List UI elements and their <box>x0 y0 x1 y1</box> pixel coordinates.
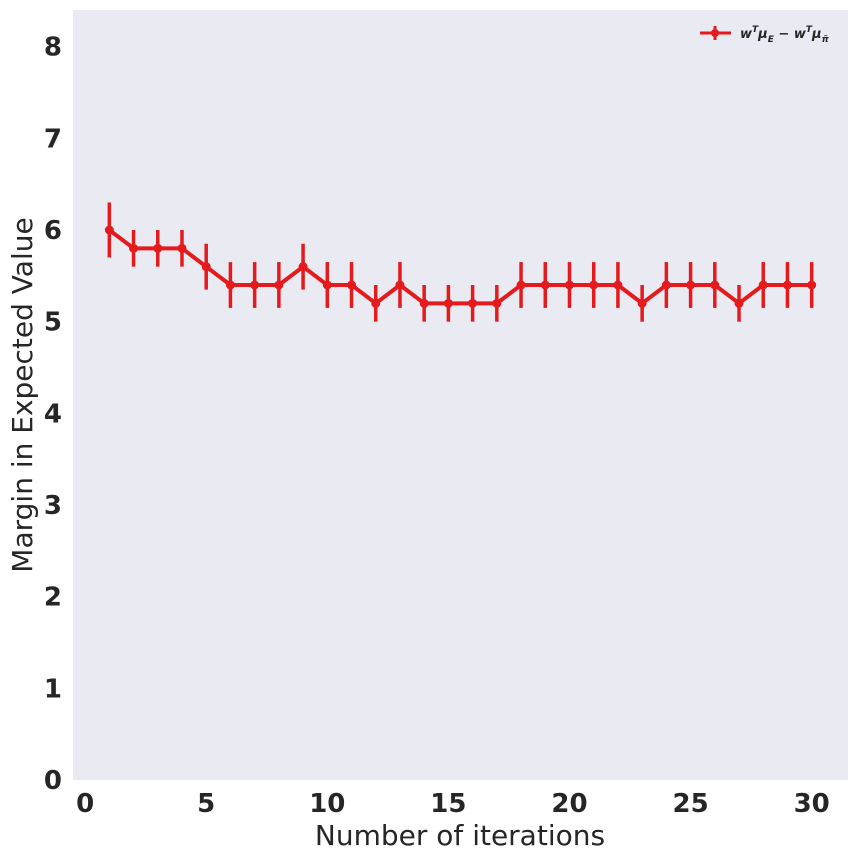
data-point <box>225 280 235 290</box>
data-point <box>468 298 478 308</box>
data-point <box>250 280 260 290</box>
y-axis-label: Margin in Expected Value <box>6 217 39 572</box>
x-tick-label: 25 <box>672 789 708 819</box>
x-tick-label: 30 <box>794 789 830 819</box>
y-tick-label: 5 <box>44 308 62 338</box>
y-tick-label: 1 <box>44 674 62 704</box>
data-point <box>371 298 381 308</box>
data-point <box>443 298 453 308</box>
data-point <box>807 280 817 290</box>
data-point <box>564 280 574 290</box>
data-point <box>492 298 502 308</box>
data-point <box>298 262 308 272</box>
series-layer <box>104 202 817 322</box>
x-tick-label: 0 <box>76 789 94 819</box>
x-tick-label: 20 <box>551 789 587 819</box>
data-point <box>710 280 720 290</box>
data-point <box>322 280 332 290</box>
data-point <box>782 280 792 290</box>
data-point <box>153 243 163 253</box>
y-tick-label: 2 <box>44 583 62 613</box>
x-tick-label: 10 <box>309 789 345 819</box>
data-point <box>758 280 768 290</box>
data-point <box>177 243 187 253</box>
y-tick-label: 8 <box>44 33 62 63</box>
data-point <box>637 298 647 308</box>
y-tick-label: 3 <box>44 491 62 521</box>
x-tick-label: 15 <box>430 789 466 819</box>
x-tick-label: 5 <box>197 789 215 819</box>
data-point <box>129 243 139 253</box>
plot-area <box>73 10 848 780</box>
data-point <box>395 280 405 290</box>
y-tick-label: 7 <box>44 124 62 154</box>
data-point <box>686 280 696 290</box>
data-point <box>661 280 671 290</box>
data-point <box>347 280 357 290</box>
data-point <box>589 280 599 290</box>
x-tick-labels: 0 5 10 15 20 25 30 <box>76 789 830 819</box>
y-tick-labels: 0 1 2 3 4 5 6 7 8 <box>44 33 62 796</box>
data-point <box>613 280 623 290</box>
data-point <box>540 280 550 290</box>
data-point <box>274 280 284 290</box>
y-tick-label: 6 <box>44 216 62 246</box>
data-point <box>516 280 526 290</box>
data-point <box>419 298 429 308</box>
y-tick-label: 0 <box>44 766 62 796</box>
x-axis-label: Number of iterations <box>315 819 605 852</box>
legend-marker <box>711 29 719 37</box>
data-point <box>201 262 211 272</box>
data-point <box>734 298 744 308</box>
data-point <box>104 225 114 235</box>
y-tick-label: 4 <box>44 399 62 429</box>
